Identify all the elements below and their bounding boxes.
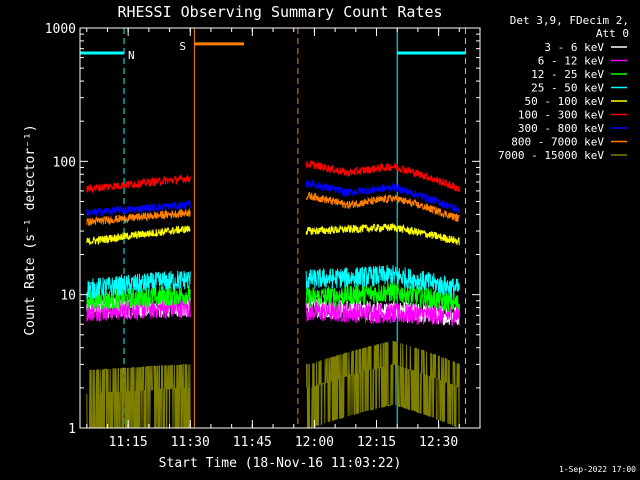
legend-label-3: 25 - 50 keV xyxy=(531,82,604,95)
legend-label-4: 50 - 100 keV xyxy=(525,95,605,108)
series-line-6 xyxy=(86,179,460,217)
legend-label-5: 100 - 300 keV xyxy=(518,109,604,122)
series-line-3 xyxy=(86,265,460,299)
legend-label-7: 800 - 7000 keV xyxy=(511,136,604,149)
y-axis-label: Count Rate (s⁻¹ detector⁻¹) xyxy=(23,124,38,335)
flag-label-N: N xyxy=(128,49,135,62)
x-tick-label-3: 12:00 xyxy=(295,435,334,450)
x-tick-label-0: 11:15 xyxy=(109,435,148,450)
legend-label-8: 7000 - 15000 keV xyxy=(498,149,604,162)
x-tick-label-4: 12:15 xyxy=(357,435,396,450)
x-tick-label-2: 11:45 xyxy=(233,435,272,450)
y-tick-label-2: 100 xyxy=(53,155,76,170)
legend-header-line-2: Att 0 xyxy=(596,27,629,40)
y-tick-label-0: 1 xyxy=(68,422,76,437)
flag-label-S: S xyxy=(179,40,186,53)
legend-label-0: 3 - 6 keV xyxy=(544,41,604,54)
y-tick-label-3: 1000 xyxy=(45,22,76,37)
plot-area: N S 1 10 100 1000 11:15 11:30 11:45 12:00 12:15 12:… xyxy=(45,22,481,450)
series-line-7 xyxy=(86,192,460,226)
x-axis-label: Start Time (18-Nov-16 11:03:22) xyxy=(159,456,402,471)
series-line-8 xyxy=(86,340,460,429)
footer-date: 1-Sep-2022 17:00 xyxy=(559,465,636,474)
chart-title: RHESSI Observing Summary Count Rates xyxy=(117,3,442,21)
series-line-4 xyxy=(86,222,460,246)
legend-label-6: 300 - 800 keV xyxy=(518,122,604,135)
x-tick-label-1: 11:30 xyxy=(171,435,210,450)
series-line-5 xyxy=(86,160,460,194)
legend-header-line-1: Det 3,9, FDecim 2, xyxy=(510,14,629,27)
y-tick-label-1: 10 xyxy=(60,289,76,304)
series-line-1 xyxy=(86,298,460,327)
legend-label-2: 12 - 25 keV xyxy=(531,68,604,81)
plot-frame xyxy=(79,27,481,429)
legend-label-1: 6 - 12 keV xyxy=(538,55,605,68)
x-tick-label-5: 12:30 xyxy=(419,435,458,450)
series-line-2 xyxy=(86,282,460,313)
